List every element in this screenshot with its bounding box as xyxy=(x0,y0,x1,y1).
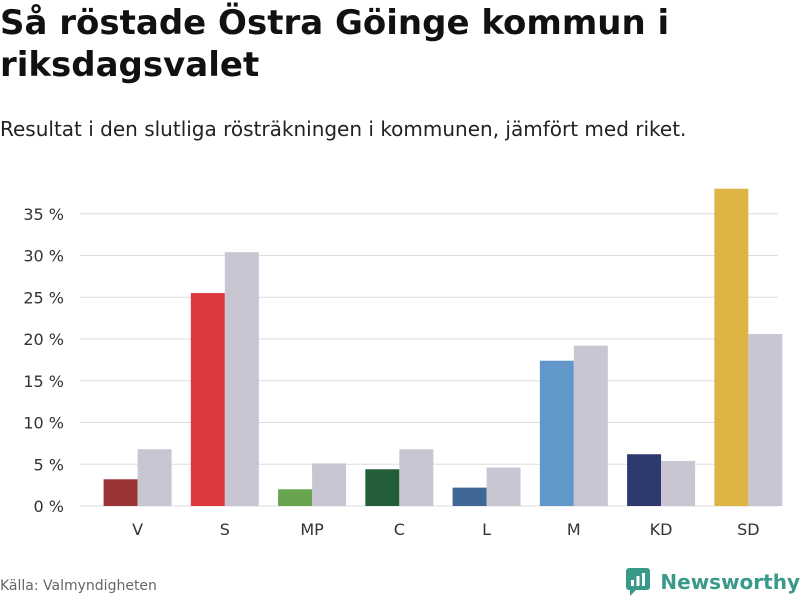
x-tick-label: C xyxy=(394,520,405,539)
bar-riket-kd xyxy=(661,460,696,506)
x-axis-ticks: V S MP C L M KD SD xyxy=(132,520,759,539)
bar-riket-mp xyxy=(312,463,347,506)
y-axis-ticks: 0 % 5 % 10 % 15 % 20 % 25 % 30 % 35 % xyxy=(23,205,64,516)
x-tick-label: KD xyxy=(650,520,673,539)
bar-kommun-v xyxy=(103,479,138,506)
x-tick-label: MP xyxy=(300,520,324,539)
bar-riket-sd xyxy=(748,333,783,506)
bar-chart-logo-icon xyxy=(626,568,651,596)
y-tick-label: 0 % xyxy=(34,497,64,516)
bar-riket-m xyxy=(573,345,608,506)
x-tick-label: M xyxy=(567,520,581,539)
bar-kommun-m xyxy=(539,360,574,506)
y-tick-label: 20 % xyxy=(23,330,64,349)
bar-kommun-s xyxy=(190,293,225,506)
bar-chart: 0 % 5 % 10 % 15 % 20 % 25 % 30 % 35 % V S MP C L M KD… xyxy=(23,188,783,539)
x-tick-label: SD xyxy=(737,520,759,539)
y-tick-label: 10 % xyxy=(23,414,64,433)
y-tick-label: 15 % xyxy=(23,372,64,391)
bar-kommun-sd xyxy=(714,188,749,506)
chart-subtitle: Resultat i den slutliga rösträkningen i … xyxy=(0,117,687,141)
bar-kommun-mp xyxy=(278,489,313,506)
bar-riket-v xyxy=(137,449,172,506)
y-tick-label: 30 % xyxy=(23,247,64,266)
chart-title: Så röstade Östra Göinge kommun i riksdag… xyxy=(0,3,670,85)
y-tick-label: 25 % xyxy=(23,288,64,307)
y-tick-label: 5 % xyxy=(34,455,64,474)
brand-name: Newsworthy xyxy=(660,570,800,594)
y-tick-label: 35 % xyxy=(23,205,64,224)
bar-riket-s xyxy=(224,252,259,506)
bar-riket-c xyxy=(399,449,434,506)
x-tick-label: L xyxy=(482,520,491,539)
x-tick-label: S xyxy=(220,520,230,539)
bar-kommun-l xyxy=(452,487,487,506)
brand-logo: Newsworthy xyxy=(626,568,800,596)
bar-kommun-c xyxy=(365,469,400,506)
bar-riket-l xyxy=(486,467,521,506)
bar-kommun-kd xyxy=(627,454,662,506)
bars xyxy=(103,188,783,506)
source-note: Källa: Valmyndigheten xyxy=(0,578,157,594)
x-tick-label: V xyxy=(132,520,143,539)
